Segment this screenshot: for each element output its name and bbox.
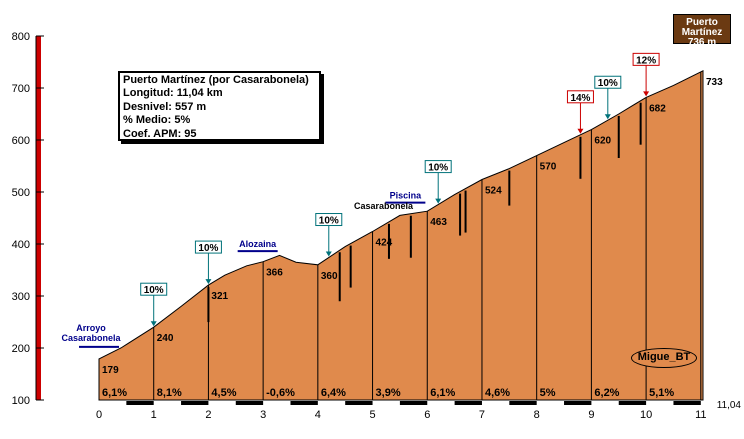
ramp-marker-steep-label: 14%: [570, 93, 590, 104]
elevation-label: 240: [157, 333, 174, 344]
x-axis-scale-segment: [290, 401, 318, 405]
gradient-label: -0,6%: [266, 387, 295, 399]
elevation-label: 620: [594, 136, 611, 147]
x-tick-label: 1: [151, 409, 157, 421]
gradient-label: 5%: [540, 387, 556, 399]
x-axis-scale-segment: [399, 401, 428, 405]
x-tick-label: 3: [260, 409, 266, 421]
gradient-label: 8,1%: [157, 387, 182, 399]
x-tick-label: 7: [479, 409, 485, 421]
elevation-label: 179: [102, 365, 119, 376]
ramp-marker-arrow: [435, 198, 442, 204]
ramp-marker-label: 10%: [428, 163, 448, 174]
elevation-labels: 240 321 366 360 424 463 524 570 620 682 733 179: [102, 77, 723, 376]
gradient-label: 6,4%: [321, 387, 346, 399]
x-tick-label: 0: [96, 409, 102, 421]
place-markers: ArroyoCasarabonelaAlozainaPiscinaCasarab…: [61, 191, 426, 348]
place-label: Casarabonela: [354, 201, 414, 211]
x-axis-scale-segment: [235, 401, 264, 405]
elevation-label: 463: [430, 217, 447, 228]
x-axis-scale-segment: [454, 401, 482, 405]
ramp-marker-label: 10%: [144, 285, 164, 296]
profile-fill: [98, 69, 704, 401]
gradient-label: 3,9%: [376, 387, 401, 399]
profile-area: [98, 69, 704, 401]
x-axis: 0 1 2 3 4 5 6 7 8 9 10 11 11,04: [96, 399, 742, 421]
gradient-label: 4,5%: [211, 387, 236, 399]
ramp-marker-label: 10%: [319, 216, 339, 227]
x-axis-scale-segment: [673, 401, 701, 405]
y-tick-label: 600: [12, 135, 30, 147]
ramp-marker-steep-label: 12%: [636, 55, 656, 66]
ramp-marker-arrow: [325, 251, 332, 257]
ramp-markers: 10% 10% 10% 10% 10% 14% 12%: [140, 52, 660, 327]
gradient-label: 6,2%: [594, 387, 619, 399]
x-axis-scale-segment: [126, 401, 154, 405]
x-end-label: 11,04: [717, 400, 742, 411]
elevation-label: 570: [540, 162, 557, 173]
summit-line-3: 736 m: [687, 37, 717, 48]
ramp-marker-label: 10%: [598, 78, 618, 89]
y-tick-label: 300: [12, 291, 30, 303]
x-axis-scale-segment: [345, 401, 373, 405]
gradient-label: 5,1%: [649, 387, 674, 399]
km-segments: 6,1% 8,1% 4,5% -0,6% 6,4% 3,9% 6,1% 4,6% 5% 6,2% 5…: [102, 71, 702, 400]
x-tick-label: 5: [369, 409, 375, 421]
ramp-marker-arrow: [205, 279, 212, 285]
elevation-label: 360: [321, 271, 338, 282]
info-length: Longitud: 11,04 km: [123, 87, 223, 100]
x-axis-scale-segment: [509, 401, 537, 405]
info-elevation-gain: Desnivel: 557 m: [123, 100, 207, 113]
x-tick-label: 4: [315, 409, 321, 421]
x-tick-label: 2: [205, 409, 211, 421]
ramp-marker-steep-arrow: [643, 91, 650, 97]
summit-line-2: Martínez: [681, 27, 723, 38]
info-box: Puerto Martínez (por Casarabonela) Longi…: [118, 71, 321, 141]
elevation-label: 424: [376, 238, 393, 249]
info-apm-coef: Coef. APM: 95: [123, 127, 197, 140]
y-tick-label: 200: [12, 343, 30, 355]
x-tick-label: 8: [534, 409, 540, 421]
elevation-label: 524: [485, 186, 502, 197]
gradient-label: 6,1%: [430, 387, 455, 399]
y-axis-bar: [36, 36, 41, 400]
author-signature: Migue_BT: [631, 348, 697, 368]
x-tick-label: 9: [588, 409, 594, 421]
ramp-marker-arrow: [604, 114, 611, 120]
y-tick-label: 700: [12, 83, 30, 95]
place-label: Alozaina: [239, 239, 277, 249]
info-average-grade: % Medio: 5%: [123, 114, 191, 127]
elevation-label: 682: [649, 103, 666, 114]
y-tick-label: 100: [12, 395, 30, 407]
summit-line-1: Puerto: [686, 17, 718, 28]
info-title: Puerto Martínez (por Casarabonela): [123, 74, 309, 86]
x-axis-scale-segment: [618, 401, 647, 405]
place-label: Piscina: [390, 191, 423, 201]
y-tick-label: 400: [12, 239, 30, 251]
gradient-label: 6,1%: [102, 387, 127, 399]
elevation-label: 321: [211, 291, 228, 302]
y-tick-label: 500: [12, 187, 30, 199]
x-tick-label: 6: [424, 409, 430, 421]
x-tick-label: 10: [640, 409, 652, 421]
place-label: Arroyo: [76, 323, 106, 333]
x-axis-scale-segment: [181, 401, 209, 405]
elevation-label: 366: [266, 268, 283, 279]
x-tick-label: 11: [695, 409, 706, 421]
gradient-label: 4,6%: [485, 387, 510, 399]
ramp-marker-steep-arrow: [577, 128, 584, 134]
summit-label: Puerto Martínez 736 m: [673, 14, 731, 48]
y-axis: 100 200 300 400 500 600 700 800: [12, 31, 44, 407]
ramp-marker-arrow: [150, 321, 157, 327]
elevation-label: 733: [706, 77, 723, 88]
y-tick-label: 800: [12, 31, 30, 43]
place-label: Casarabonela: [61, 333, 121, 343]
ramp-marker-label: 10%: [198, 243, 218, 254]
x-axis-scale-segment: [564, 401, 592, 405]
